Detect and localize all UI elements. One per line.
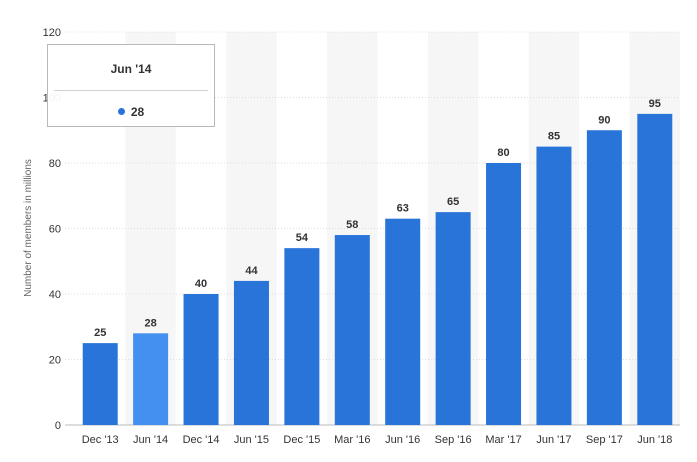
y-tick-label: 60 [49, 224, 61, 236]
x-tick-label: Dec '14 [183, 434, 220, 446]
x-tick-label: Dec '13 [82, 434, 119, 446]
tooltip-divider [54, 90, 208, 91]
tooltip: Jun '14 28 [47, 44, 215, 127]
bar [435, 212, 471, 425]
data-label: 90 [598, 114, 610, 126]
series-dot-icon [117, 108, 125, 115]
bar [82, 343, 118, 425]
data-label: 80 [497, 147, 509, 159]
x-tick-label: Sep '17 [586, 434, 623, 446]
y-axis-title: Number of members in millions [23, 159, 34, 297]
x-tick-label: Jun '17 [536, 434, 571, 446]
bars [82, 113, 673, 425]
bar [133, 333, 169, 425]
bar [536, 146, 572, 425]
x-tick-label: Jun '15 [234, 434, 269, 446]
data-label: 40 [195, 278, 207, 290]
data-label: 58 [346, 219, 358, 231]
x-tick-label: Sep '16 [435, 434, 472, 446]
bar [637, 113, 673, 425]
bar [334, 235, 370, 425]
y-tick-label: 40 [49, 289, 61, 301]
x-axis-ticks: Dec '13 Jun '14 Dec '14 Jun '15 Dec '15 Mar '… [82, 434, 673, 446]
bar [586, 130, 622, 425]
y-tick-label: 0 [55, 420, 61, 432]
data-labels: 25 28 40 44 54 58 63 65 80 85 90 95 [94, 98, 661, 339]
y-tick-label: 80 [49, 158, 61, 170]
y-tick-label: 120 [43, 27, 61, 39]
bar [486, 163, 522, 425]
bar [233, 280, 269, 425]
tooltip-value-row: 28 [48, 105, 214, 119]
data-label: 25 [94, 327, 106, 339]
data-label: 95 [649, 98, 661, 110]
bar [183, 294, 219, 425]
x-tick-label: Jun '14 [133, 434, 168, 446]
data-label: 85 [548, 131, 560, 143]
x-tick-label: Jun '16 [385, 434, 420, 446]
data-label: 54 [296, 232, 309, 244]
x-tick-label: Dec '15 [283, 434, 320, 446]
tooltip-title: Jun '14 [110, 62, 152, 76]
x-tick-label: Jun '18 [637, 434, 672, 446]
data-label: 44 [245, 265, 258, 277]
x-tick-label: Mar '17 [485, 434, 521, 446]
data-label: 28 [145, 317, 157, 329]
tooltip-value: 28 [130, 105, 145, 119]
y-tick-label: 20 [49, 355, 61, 367]
bar [284, 248, 320, 425]
data-label: 65 [447, 196, 459, 208]
x-tick-label: Mar '16 [334, 434, 370, 446]
data-label: 63 [397, 203, 409, 215]
bar [385, 218, 421, 425]
